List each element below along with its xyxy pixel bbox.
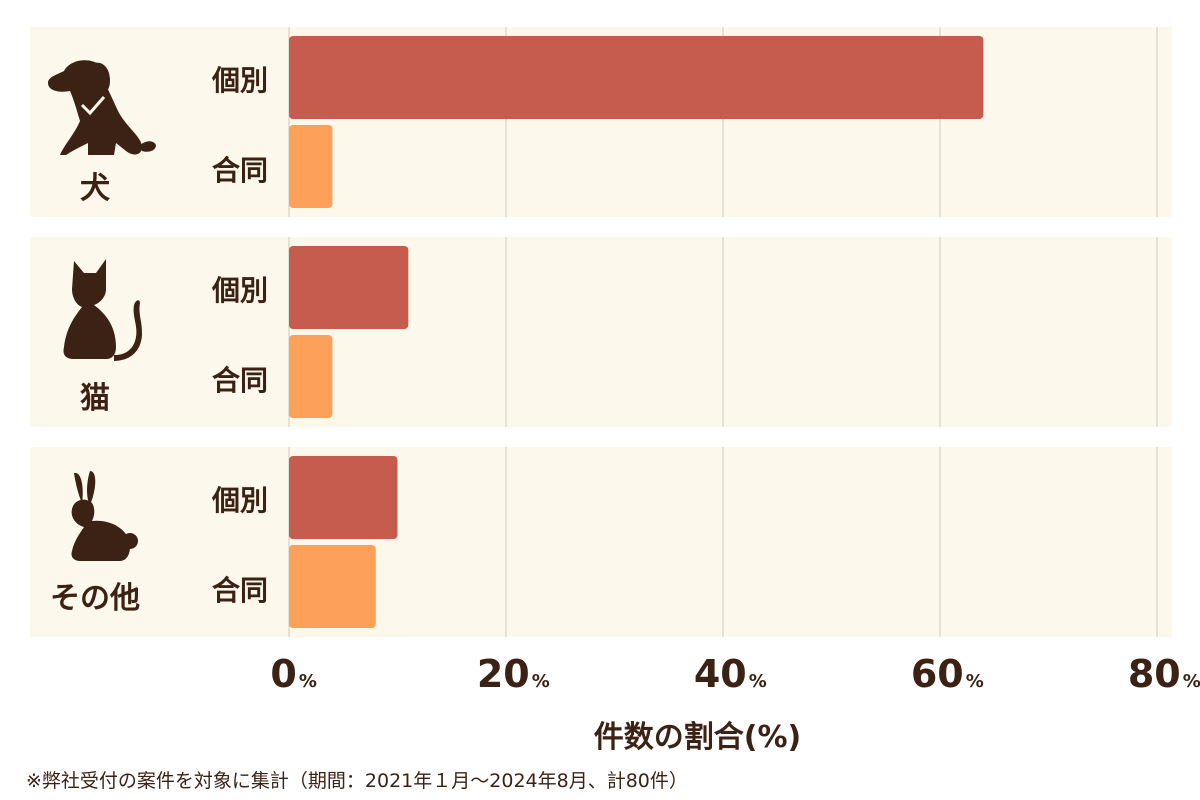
footnote: ※弊社受付の案件を対象に集計（期間：2021年１月〜2024年8月、計80件）	[26, 770, 688, 792]
bar-label: 個別	[211, 274, 268, 307]
dog-icon	[48, 60, 156, 156]
x-tick-label: 20%	[476, 652, 550, 696]
bar-individual	[289, 456, 398, 539]
bar-individual	[289, 36, 984, 119]
bar-joint	[289, 545, 376, 628]
bar-joint	[289, 335, 333, 418]
bar-individual	[289, 246, 409, 329]
cat-icon	[63, 259, 142, 361]
group-cat: 猫	[30, 237, 160, 427]
group-other: その他	[30, 447, 160, 637]
bar-joint	[289, 125, 333, 208]
group-label: その他	[50, 581, 140, 616]
x-tick-label: 80%	[1127, 652, 1200, 696]
bar-label: 合同	[211, 154, 268, 187]
bar-label: 合同	[211, 574, 268, 607]
rabbit-icon	[71, 471, 138, 561]
x-tick-label: 60%	[910, 652, 984, 696]
group-label: 猫	[80, 381, 110, 416]
bar-label: 個別	[211, 64, 268, 97]
group-panel-cat: 猫 個別 合同	[30, 237, 1172, 427]
bar-label: 合同	[211, 364, 268, 397]
group-panel-other: その他 個別 合同	[30, 447, 1172, 637]
x-axis-title: 件数の割合(%)	[593, 720, 802, 755]
group-label: 犬	[80, 171, 110, 206]
x-tick-label: 0%	[270, 652, 317, 696]
bar-label: 個別	[211, 484, 268, 517]
x-tick-label: 40%	[693, 652, 767, 696]
group-dog: 犬	[30, 27, 160, 217]
